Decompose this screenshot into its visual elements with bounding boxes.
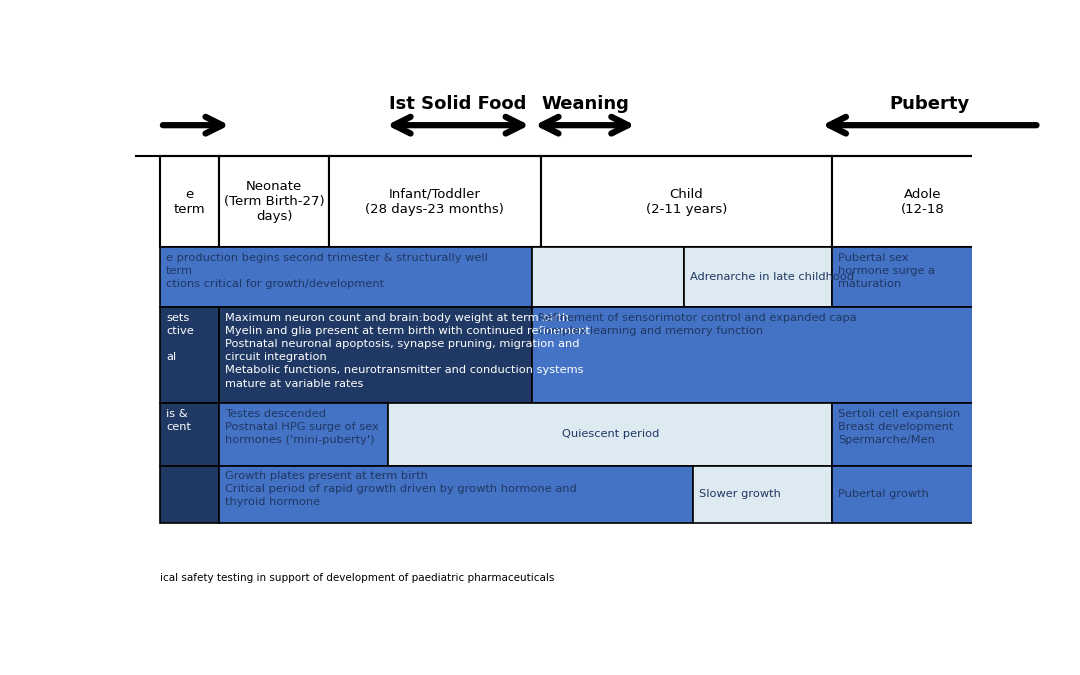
Bar — [160, 247, 532, 307]
Bar — [160, 466, 219, 522]
Text: Infant/Toddler
(28 days-23 months): Infant/Toddler (28 days-23 months) — [365, 188, 504, 216]
Text: Pubertal growth: Pubertal growth — [838, 489, 929, 500]
Text: Growth plates present at term birth
Critical period of rapid growth driven by gr: Growth plates present at term birth Crit… — [225, 471, 577, 508]
Text: Adrenarche in late childhood: Adrenarche in late childhood — [690, 272, 854, 282]
Text: ical safety testing in support of development of paediatric pharmaceuticals: ical safety testing in support of develo… — [160, 572, 554, 583]
Text: e production begins second trimester & structurally well
term
ctions critical fo: e production begins second trimester & s… — [166, 252, 488, 289]
Bar — [329, 157, 540, 247]
Text: Testes descended
Postnatal HPG surge of sex
hormones ('mini-puberty'): Testes descended Postnatal HPG surge of … — [225, 408, 379, 445]
Text: is &
cent: is & cent — [166, 408, 191, 432]
Text: e
term: e term — [174, 188, 205, 216]
Text: Maximum neuron count and brain:body weight at term birth
Myelin and glia present: Maximum neuron count and brain:body weig… — [225, 313, 590, 389]
Text: Slower growth: Slower growth — [699, 489, 781, 500]
Text: Ist Solid Food: Ist Solid Food — [390, 95, 527, 113]
Bar — [833, 247, 1014, 307]
Bar — [389, 403, 833, 466]
Bar — [532, 247, 685, 307]
Bar — [532, 307, 1014, 403]
Text: sets
ctive

al: sets ctive al — [166, 313, 193, 362]
Bar — [160, 307, 219, 403]
Text: Refinement of sensorimotor control and expanded capa
complex learning and memory: Refinement of sensorimotor control and e… — [538, 313, 856, 335]
Bar — [833, 157, 1014, 247]
Bar — [833, 466, 1014, 522]
Text: Pubertal sex
hormone surge a
maturation: Pubertal sex hormone surge a maturation — [838, 252, 935, 289]
Bar — [833, 403, 1014, 466]
Bar — [160, 403, 219, 466]
Bar — [685, 247, 833, 307]
Bar — [219, 307, 532, 403]
Text: Neonate
(Term Birth-27)
days): Neonate (Term Birth-27) days) — [224, 180, 325, 223]
Bar — [219, 403, 389, 466]
Bar — [692, 466, 833, 522]
Text: Adole
(12-18: Adole (12-18 — [901, 188, 945, 216]
Text: Sertoli cell expansion
Breast development
Spermarche/Men: Sertoli cell expansion Breast developmen… — [838, 408, 960, 445]
Text: Child
(2-11 years): Child (2-11 years) — [646, 188, 727, 216]
Text: Puberty: Puberty — [889, 95, 970, 113]
Text: Quiescent period: Quiescent period — [562, 429, 659, 439]
Bar — [219, 466, 692, 522]
Text: Weaning: Weaning — [541, 95, 629, 113]
Bar — [160, 157, 219, 247]
Bar — [219, 157, 329, 247]
Bar — [540, 157, 833, 247]
